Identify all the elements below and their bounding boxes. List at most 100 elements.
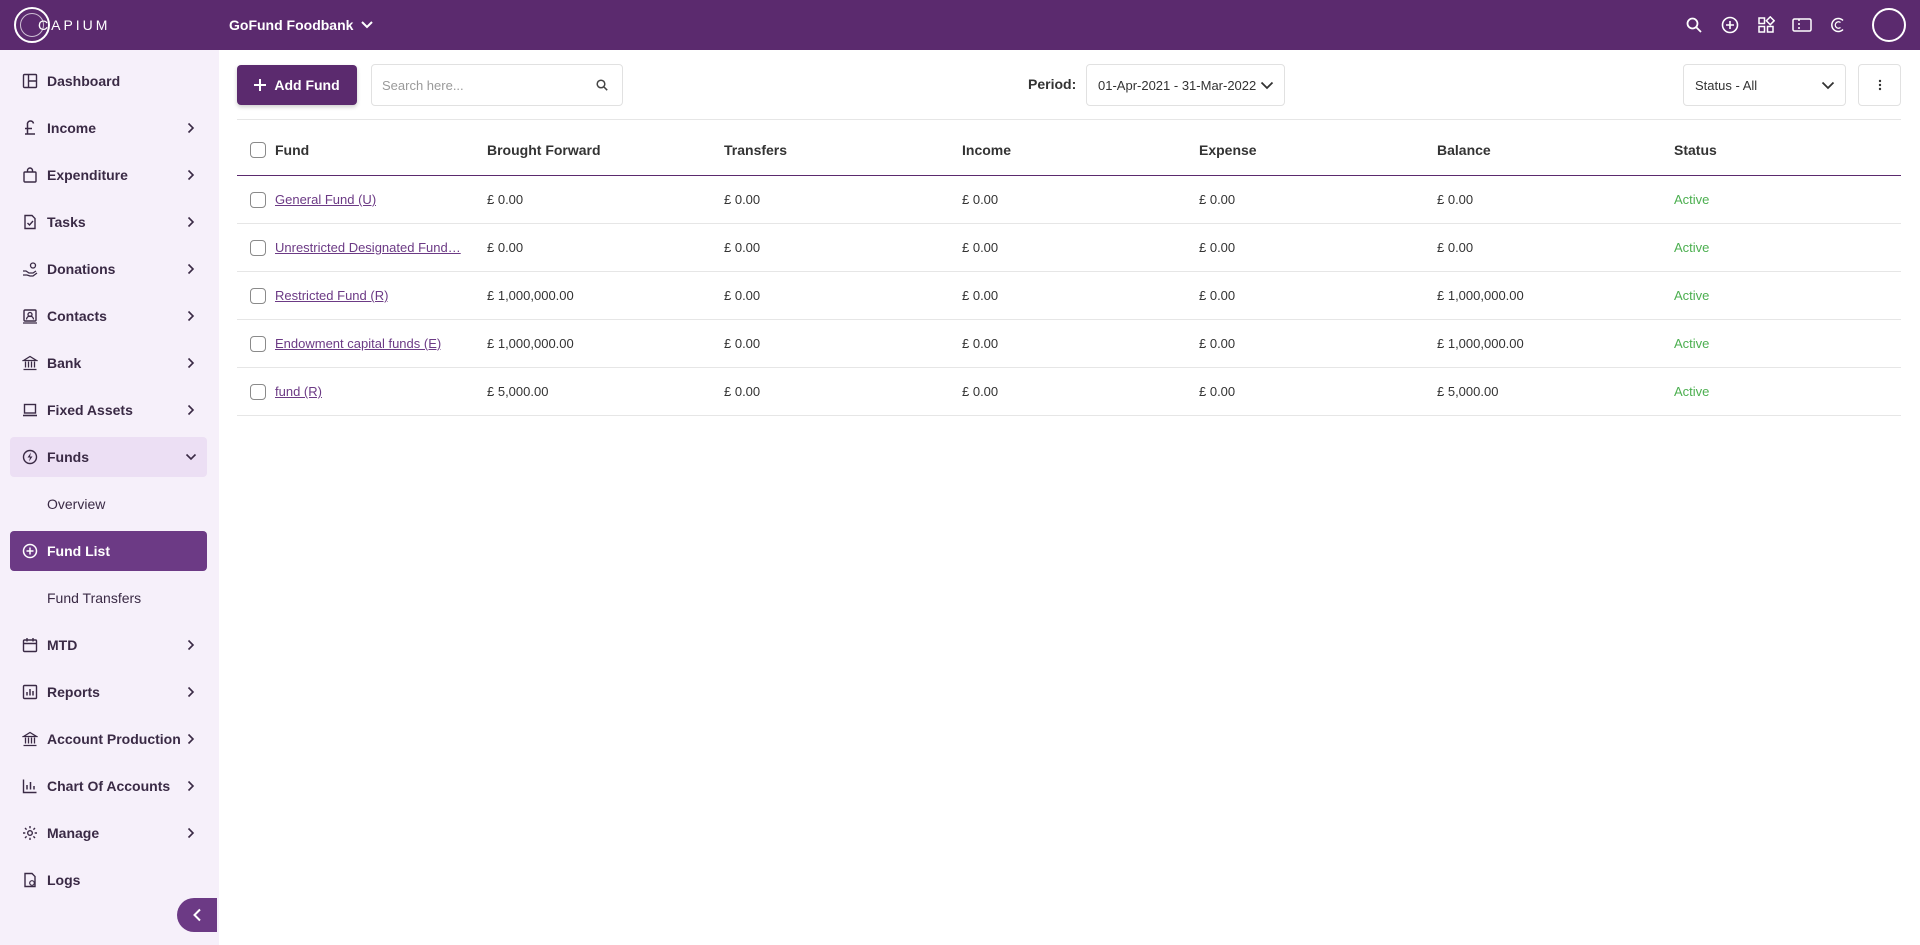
reports-icon [21,683,39,701]
status-filter-select[interactable]: Status - All [1683,64,1846,106]
select-all-checkbox[interactable] [250,141,266,158]
chevron-left-icon [193,908,201,922]
search-icon[interactable] [1684,15,1704,35]
sidebar-item-chart-of-accounts[interactable]: Chart Of Accounts [10,766,207,806]
sidebar-item-donations[interactable]: Donations [10,249,207,289]
sidebar-item-label: Account Production [47,731,181,747]
sidebar-item-tasks[interactable]: Tasks [10,202,207,242]
funds-table: Fund Brought Forward Transfers Income Ex… [237,124,1901,416]
task-icon [21,213,39,231]
sidebar-item-expenditure[interactable]: Expenditure [10,155,207,195]
period-select[interactable]: 01-Apr-2021 - 31-Mar-2022 [1086,64,1285,106]
header-brought-forward[interactable]: Brought Forward [487,141,601,158]
status-badge: Active [1674,336,1710,351]
sidebar-item-funds[interactable]: Funds [10,437,207,477]
chevron-right-icon [185,780,197,792]
sidebar-item-label: Manage [47,825,100,841]
logs-icon [21,871,39,889]
table-row: General Fund (U) £ 0.00 £ 0.00 £ 0.00 £ … [237,176,1901,224]
sidebar-item-label: Fixed Assets [47,402,133,418]
search-input[interactable] [382,77,594,93]
funds-icon [21,448,39,466]
ticket-icon[interactable] [1792,15,1812,35]
fund-link[interactable]: Endowment capital funds (E) [275,336,442,351]
chevron-right-icon [185,216,197,228]
sidebar-subitem-overview[interactable]: Overview [47,496,106,512]
table-row: Endowment capital funds (E) £ 1,000,000.… [237,320,1901,368]
cell-transfers: £ 0.00 [724,288,761,303]
period-label: Period: [1028,76,1077,92]
status-badge: Active [1674,240,1710,255]
chevron-down-icon [1260,81,1274,89]
fund-link[interactable]: Unrestricted Designated Fund… [275,240,461,255]
sidebar-item-label: Funds [47,449,89,465]
cell-income: £ 0.00 [962,192,999,207]
header-balance[interactable]: Balance [1437,141,1491,158]
sidebar-item-label: Chart Of Accounts [47,778,171,794]
header-income[interactable]: Income [962,141,1012,158]
sidebar-item-manage[interactable]: Manage [10,813,207,853]
fund-link[interactable]: fund (R) [275,384,322,399]
sidebar-item-label: Expenditure [47,167,128,183]
row-checkbox[interactable] [250,239,266,256]
apps-grid-icon[interactable] [1756,15,1776,35]
row-checkbox[interactable] [250,335,266,352]
user-avatar[interactable] [1872,8,1906,42]
logo-mark-icon [14,7,50,43]
chevron-right-icon [185,169,197,181]
cell-income: £ 0.00 [962,336,999,351]
cell-brought-forward: £ 1,000,000.00 [487,288,574,303]
cell-brought-forward: £ 5,000.00 [487,384,549,399]
capium-c-icon[interactable] [1828,15,1848,35]
status-badge: Active [1674,192,1710,207]
header-transfers[interactable]: Transfers [724,141,788,158]
cell-income: £ 0.00 [962,240,999,255]
chevron-right-icon [185,733,197,745]
sidebar-item-dashboard[interactable]: Dashboard [10,61,207,101]
sidebar-item-bank[interactable]: Bank [10,343,207,383]
row-checkbox[interactable] [250,287,266,304]
search-box [371,64,623,106]
add-circle-icon[interactable] [1720,15,1740,35]
logo-text: CAPIUM [36,17,111,33]
sidebar-item-income[interactable]: Income [10,108,207,148]
chevron-right-icon [185,310,197,322]
sidebar-item-logs[interactable]: Logs [10,860,207,900]
cell-transfers: £ 0.00 [724,384,761,399]
collapse-sidebar-button[interactable] [177,898,217,932]
fund-link[interactable]: General Fund (U) [275,192,377,207]
fund-link[interactable]: Restricted Fund (R) [275,288,389,303]
cell-brought-forward: £ 0.00 [487,240,524,255]
sidebar-item-account-production[interactable]: Account Production [10,719,207,759]
sidebar-item-label: Bank [47,355,82,371]
sidebar-item-contacts[interactable]: Contacts [10,296,207,336]
capium-logo[interactable]: CAPIUM [14,7,111,43]
sidebar-item-fund-list[interactable]: Fund List [10,531,207,571]
chevron-right-icon [185,827,197,839]
cell-balance: £ 1,000,000.00 [1437,288,1524,303]
cell-expense: £ 0.00 [1199,192,1236,207]
more-options-button[interactable] [1858,64,1901,106]
sidebar-subitem-fund-transfers[interactable]: Fund Transfers [47,590,142,606]
sidebar-item-fixed-assets[interactable]: Fixed Assets [10,390,207,430]
sidebar: Dashboard Income Expenditure Tasks Donat… [0,50,219,945]
sidebar-item-label: Donations [47,261,116,277]
org-switcher[interactable]: GoFund Foodbank [229,0,374,50]
search-icon[interactable] [594,77,610,93]
chevron-down-icon [185,451,197,463]
cell-balance: £ 5,000.00 [1437,384,1499,399]
sidebar-item-mtd[interactable]: MTD [10,625,207,665]
table-row: Unrestricted Designated Fund… £ 0.00 £ 0… [237,224,1901,272]
gear-icon [21,824,39,842]
header-fund[interactable]: Fund [275,141,310,158]
header-status[interactable]: Status [1674,141,1717,158]
cell-transfers: £ 0.00 [724,336,761,351]
add-fund-button[interactable]: Add Fund [237,65,357,105]
sidebar-item-reports[interactable]: Reports [10,672,207,712]
row-checkbox[interactable] [250,191,266,208]
status-badge: Active [1674,288,1710,303]
status-badge: Active [1674,384,1710,399]
header-expense[interactable]: Expense [1199,141,1257,158]
row-checkbox[interactable] [250,383,266,400]
bag-icon [21,166,39,184]
